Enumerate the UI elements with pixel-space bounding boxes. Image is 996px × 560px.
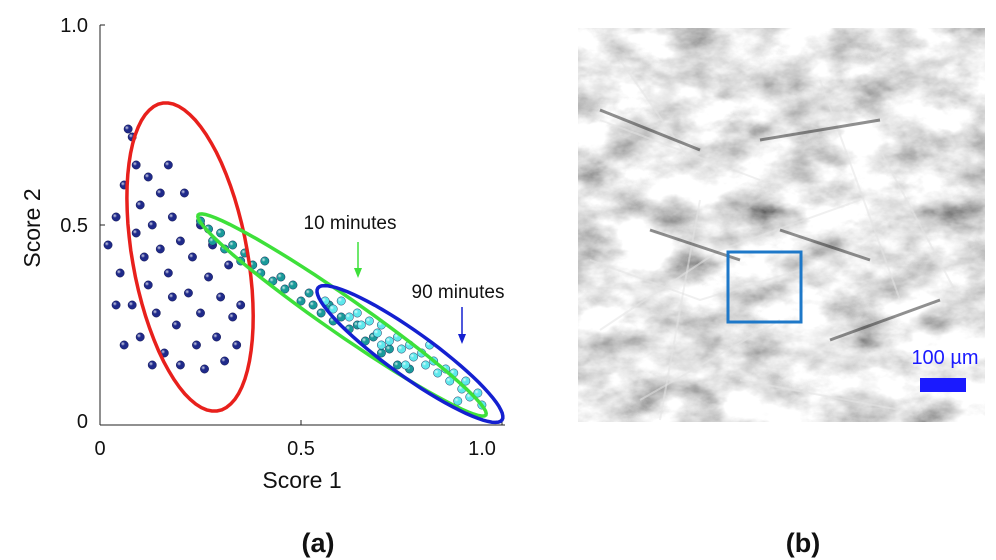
point-highlight xyxy=(200,364,209,374)
point-highlight xyxy=(188,252,197,262)
point-highlight xyxy=(168,292,177,302)
y-tick-label: 0 xyxy=(77,411,88,433)
scale-bar xyxy=(920,378,966,392)
point-highlight xyxy=(131,160,141,170)
point-highlight xyxy=(260,256,270,266)
point-highlight xyxy=(421,360,430,370)
point-highlight xyxy=(220,356,229,366)
point-highlight xyxy=(377,348,386,358)
ellipse xyxy=(315,283,505,425)
point-highlight xyxy=(397,344,406,354)
point-highlight xyxy=(148,220,157,230)
point-highlight xyxy=(365,316,374,326)
scatter-plot: 0 0.5 1.0 0 0.5 1.0 xyxy=(60,15,505,460)
point-highlight xyxy=(453,396,462,406)
point-highlight xyxy=(296,296,306,306)
panel-label: (b) xyxy=(786,528,820,558)
point-highlight xyxy=(168,212,177,222)
point-highlight xyxy=(184,288,193,298)
point-highlight xyxy=(144,280,153,290)
x-tick-label: 0.5 xyxy=(287,438,315,460)
point-highlight xyxy=(276,272,286,282)
dark-fibers xyxy=(599,108,941,342)
point-highlight xyxy=(280,284,290,294)
point-highlight xyxy=(232,340,241,350)
fibers xyxy=(589,59,961,421)
point-highlight xyxy=(445,376,454,386)
point-highlight xyxy=(131,228,141,238)
point-highlight xyxy=(144,172,153,182)
point-highlight xyxy=(119,340,129,350)
point-highlight xyxy=(152,308,161,318)
point-highlight xyxy=(136,200,145,210)
point-highlight xyxy=(103,240,113,250)
point-highlight xyxy=(377,340,386,350)
point-highlight xyxy=(164,268,173,278)
point-highlight xyxy=(373,328,382,338)
point-highlight xyxy=(164,160,173,170)
point-highlight xyxy=(461,376,471,386)
panel-label: (a) xyxy=(302,528,335,558)
point-highlight xyxy=(172,320,181,330)
point-highlight xyxy=(123,124,133,134)
point-highlight xyxy=(228,240,237,250)
y-tick-label: 0.5 xyxy=(60,215,88,237)
image-texture xyxy=(578,28,985,422)
point-highlight xyxy=(180,188,189,198)
point-highlight xyxy=(308,300,318,310)
point-highlight xyxy=(337,296,346,306)
point-highlight xyxy=(115,268,125,278)
annotation: 90 minutes xyxy=(412,282,505,303)
point-highlight xyxy=(148,360,157,370)
point-highlight xyxy=(224,260,233,270)
point-highlight xyxy=(328,304,338,314)
point-highlight xyxy=(401,360,410,370)
x-tick-label: 1.0 xyxy=(468,438,496,460)
point-highlight xyxy=(176,236,185,246)
point-highlight xyxy=(127,300,137,310)
point-highlight xyxy=(140,252,149,262)
point-highlight xyxy=(111,300,121,310)
point-highlight xyxy=(111,212,121,222)
y-axis-label: Score 2 xyxy=(19,188,45,267)
scale-bar-label: 100 µm xyxy=(911,347,978,369)
point-highlight xyxy=(409,352,418,362)
x-tick-label: 0 xyxy=(94,438,105,460)
arrow-head xyxy=(458,334,466,344)
point-highlight xyxy=(393,360,402,370)
point-highlight xyxy=(136,332,145,342)
point-highlight xyxy=(316,308,326,318)
point-highlight xyxy=(216,292,225,302)
point-highlight xyxy=(204,272,213,282)
point-highlight xyxy=(337,312,346,322)
point-highlight xyxy=(192,340,201,350)
ellipse xyxy=(125,101,255,413)
point-highlight xyxy=(228,312,237,322)
point-highlight xyxy=(196,308,205,318)
point-highlight xyxy=(216,228,225,238)
point-highlight xyxy=(361,336,370,346)
point-highlight xyxy=(473,388,483,398)
point-highlight xyxy=(433,368,442,378)
point-highlight xyxy=(345,312,354,322)
ellipse xyxy=(196,212,488,418)
point-highlight xyxy=(156,188,165,198)
x-axis-label: Score 1 xyxy=(262,467,341,493)
point-highlight xyxy=(288,280,298,290)
point-highlight xyxy=(385,344,394,354)
point-highlight xyxy=(176,360,185,370)
micrograph: 100 µm xyxy=(578,28,985,422)
y-tick-label: 1.0 xyxy=(60,15,88,37)
point-highlight xyxy=(212,332,221,342)
arrow-head xyxy=(354,268,362,278)
point-highlight xyxy=(236,300,245,310)
point-highlight xyxy=(353,308,362,318)
annotation: 10 minutes xyxy=(304,213,397,234)
point-highlight xyxy=(357,320,366,330)
region-box xyxy=(726,250,803,324)
point-highlight xyxy=(304,288,314,298)
point-highlight xyxy=(385,336,394,346)
point-highlight xyxy=(156,244,165,254)
